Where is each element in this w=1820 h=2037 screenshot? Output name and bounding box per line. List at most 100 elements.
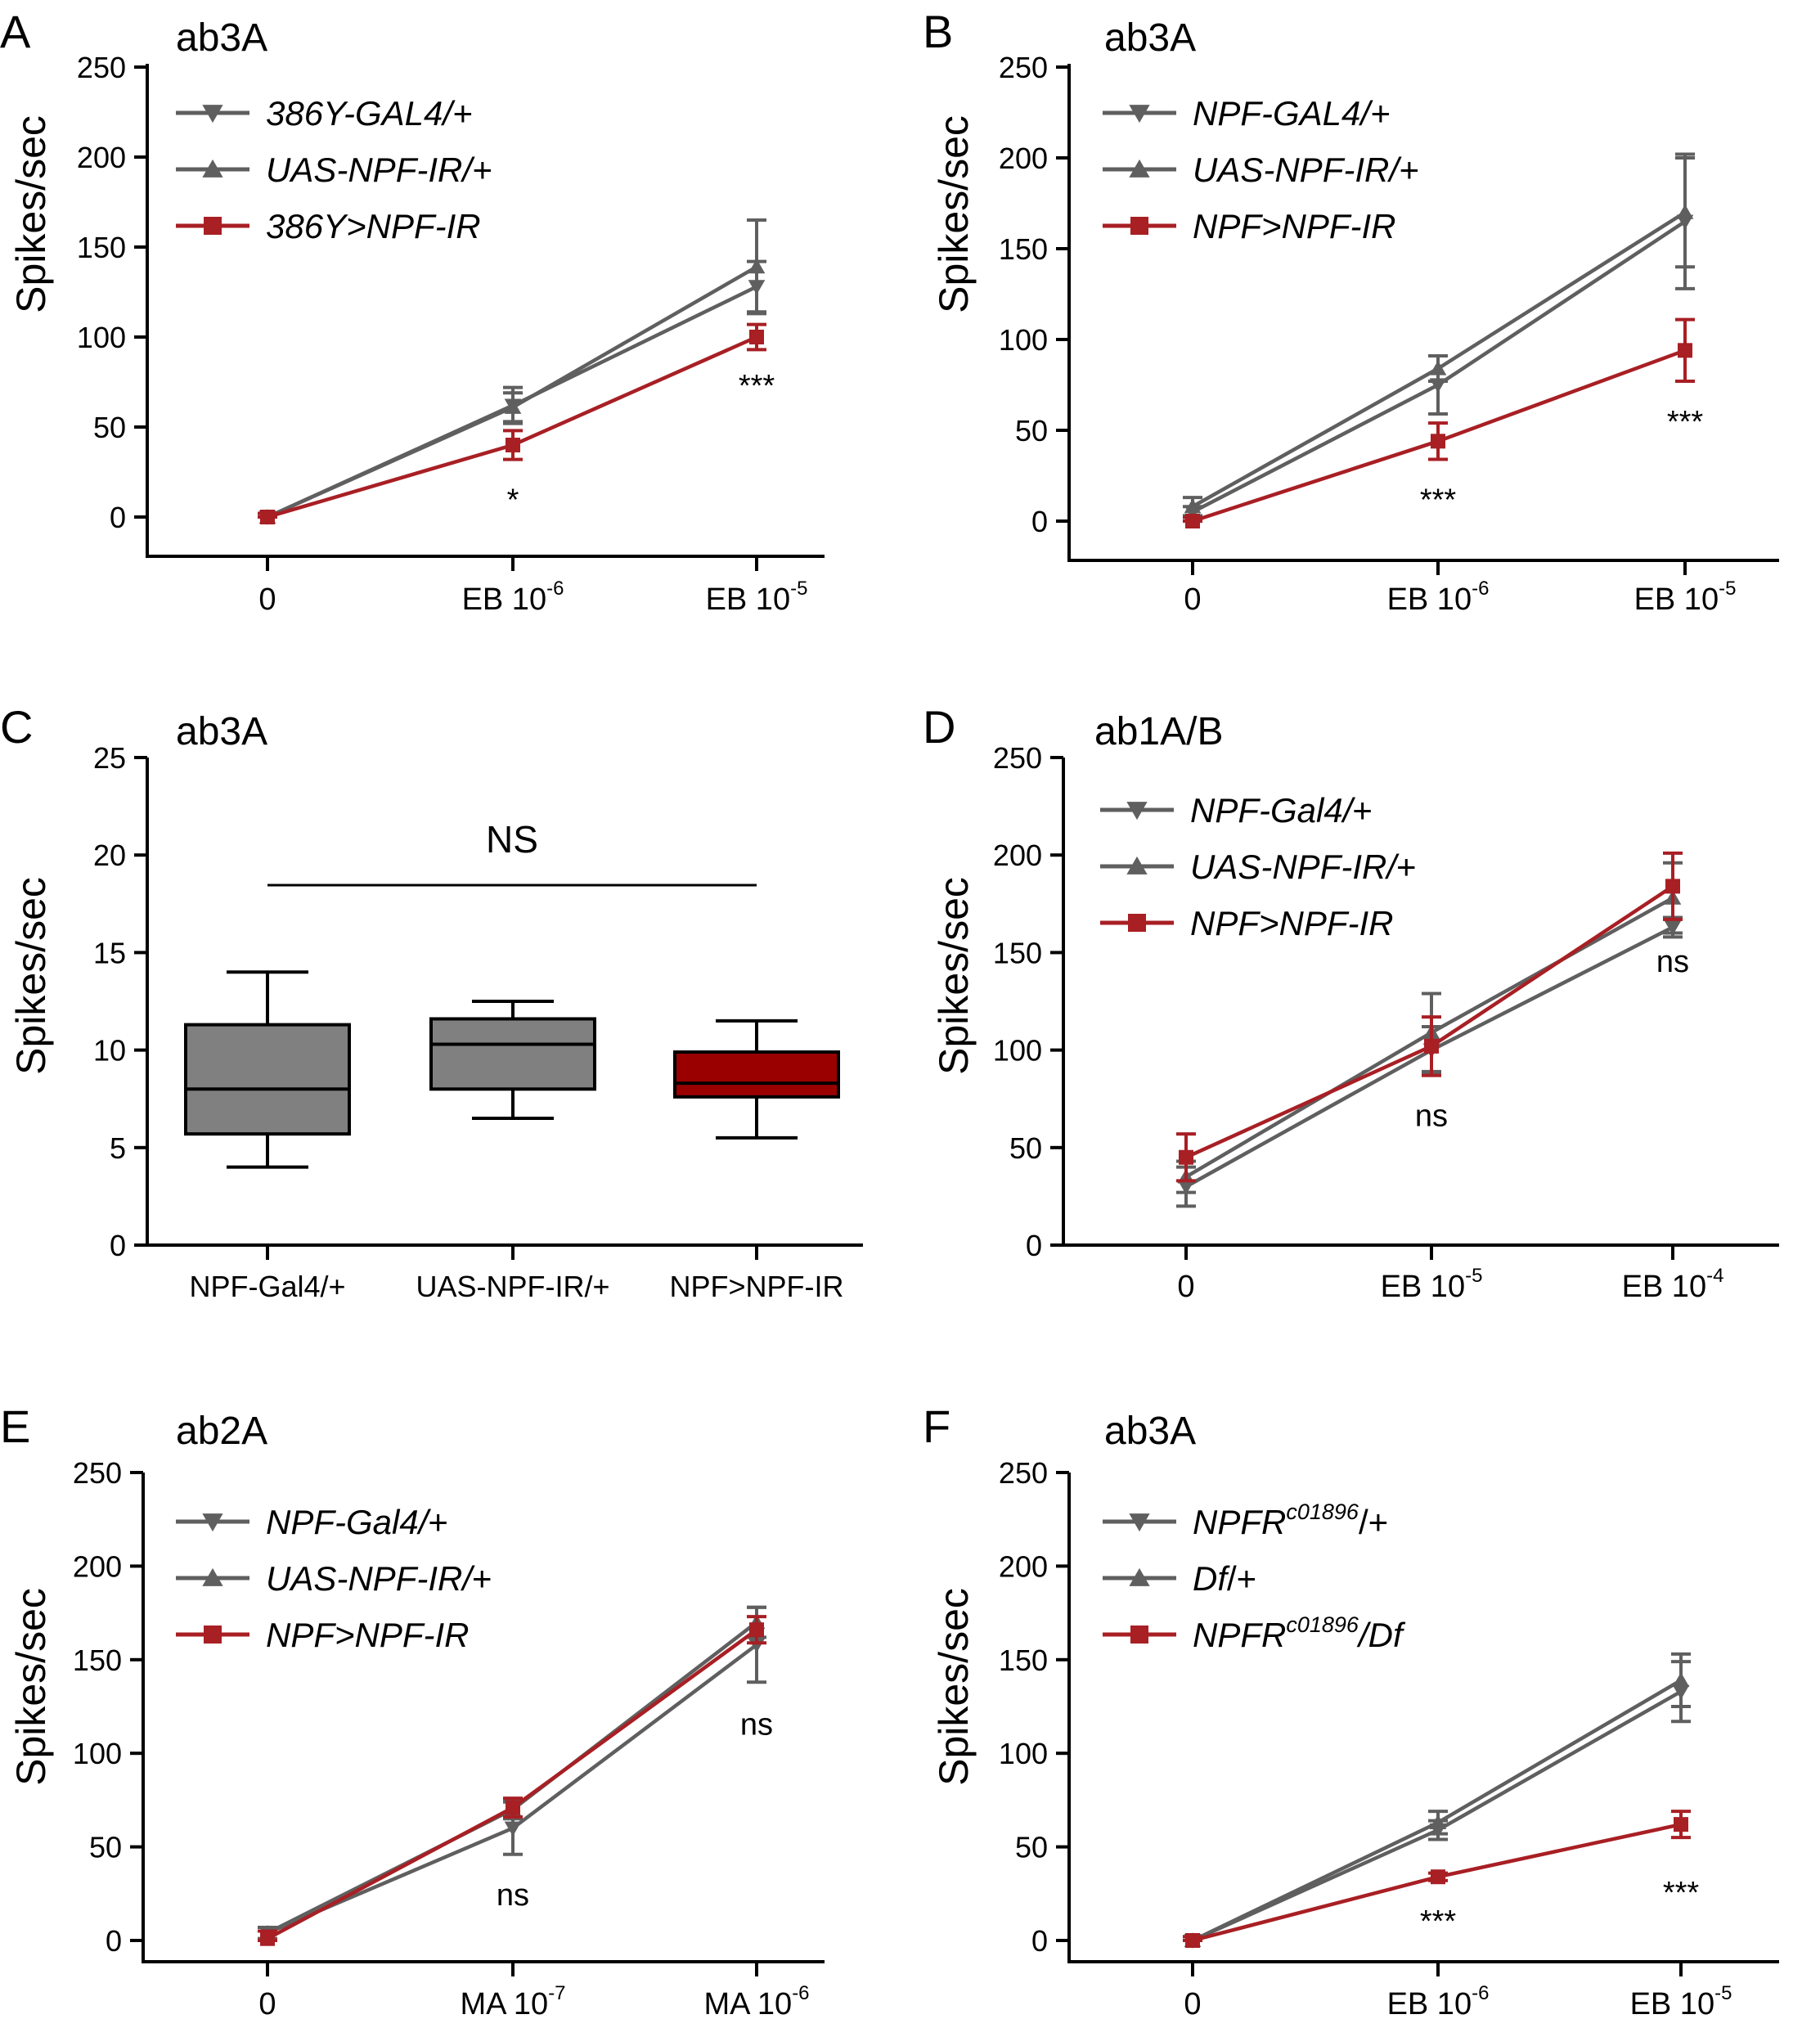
legend-label: NPFRc01896/Df [1193,1612,1406,1654]
significance-label: *** [1420,483,1457,518]
series-0 [1176,915,1683,1208]
series-1 [1183,1652,1691,1948]
legend-entry: NPF>NPF-IR [1103,207,1396,245]
x-tick-label: 0 [1184,582,1201,617]
panel-title: ab1A/B [1094,710,1223,753]
y-tick-label: 150 [73,1644,122,1677]
y-axis-label: Spikes/sec [8,877,54,1075]
legend-entry: UAS-NPF-IR/+ [176,151,492,189]
legend-label: NPF-Gal4/+ [266,1503,448,1541]
significance-label: ns [1415,1099,1448,1134]
legend-label: Df/+ [1193,1559,1256,1598]
data-point [1431,434,1445,449]
y-tick-label: 50 [1015,1831,1048,1864]
significance-label: *** [1667,405,1704,439]
significance-label: ns [1656,945,1689,979]
data-point [1429,360,1447,375]
legend-entry: NPFRc01896/+ [1103,1500,1388,1541]
y-tick-label: 0 [110,1229,126,1262]
data-point [506,438,520,452]
y-tick-label: 200 [73,1549,122,1583]
box-plot [673,1019,840,1140]
legend-marker [1129,1513,1150,1532]
panel-letter: D [923,701,955,753]
y-tick-label: 0 [1031,505,1048,538]
data-point [749,330,764,344]
y-tick-label: 0 [110,501,126,534]
panel-title: ab3A [176,16,267,60]
y-tick-label: 50 [93,411,126,444]
data-point [1431,1869,1445,1885]
y-tick-label: 150 [999,1644,1048,1677]
data-point [1665,879,1680,894]
x-tick-label: 0 [258,582,276,617]
panel-title: ab3A [1104,1410,1196,1453]
data-point [1179,1149,1193,1165]
x-tick-label: MA 10-6 [703,1982,809,2021]
legend-marker [1129,105,1150,124]
y-tick-label: 20 [93,839,126,872]
data-point [506,1800,520,1815]
panel-letter: E [0,1401,30,1452]
data-point [260,1931,275,1946]
data-point [1429,1814,1447,1829]
x-tick-label: EB 10-5 [706,578,808,617]
x-tick-label: NPF>NPF-IR [669,1270,843,1303]
y-tick-label: 200 [993,839,1042,872]
legend-marker [1128,914,1146,932]
data-point [749,1622,764,1638]
y-axis-label: Spikes/sec [8,1588,54,1786]
legend-label: NPF>NPF-IR [1190,904,1394,942]
legend-entry: NPF-GAL4/+ [1103,94,1391,133]
significance-label: ns [497,1878,529,1913]
legend-entry: Df/+ [1103,1559,1256,1598]
data-point [748,259,766,274]
legend-entry: NPFRc01896/Df [1103,1612,1406,1654]
series-1 [1183,156,1695,518]
legend-entry: 386Y-GAL4/+ [176,94,473,133]
x-tick-label: EB 10-6 [1387,578,1490,617]
x-tick-label: NPF-Gal4/+ [189,1270,345,1303]
y-tick-label: 250 [993,741,1042,775]
y-tick-label: 250 [77,51,126,84]
legend-entry: NPF>NPF-IR [176,1616,470,1654]
legend-marker [204,217,222,235]
legend-label: UAS-NPF-IR/+ [266,151,492,189]
legend-marker [202,1567,223,1586]
legend-entry: UAS-NPF-IR/+ [1100,848,1417,886]
legend-marker [1130,1626,1148,1644]
data-point [504,398,522,414]
panel-letter: B [923,6,953,57]
legend-label: NPF-Gal4/+ [1190,791,1373,830]
legend-entry: NPF-Gal4/+ [1100,791,1373,830]
y-tick-label: 200 [77,141,126,174]
significance-label: * [507,483,519,518]
x-tick-label: EB 10-4 [1622,1265,1724,1304]
data-point [1184,498,1202,514]
y-tick-label: 50 [89,1831,122,1864]
box-iqr [673,1050,840,1099]
legend-label: NPFRc01896/+ [1193,1500,1388,1541]
y-tick-label: 200 [999,142,1048,175]
y-tick-label: 150 [77,231,126,264]
x-tick-label: MA 10-7 [460,1982,565,2021]
y-tick-label: 250 [999,51,1048,84]
box-plot [184,970,351,1169]
y-tick-label: 200 [999,1549,1048,1583]
x-tick-label: EB 10-6 [1387,1982,1490,2021]
data-point [1185,514,1200,528]
y-tick-label: 100 [999,323,1048,357]
legend-marker [1130,217,1148,235]
legend-entry: UAS-NPF-IR/+ [176,1559,492,1598]
data-point [1676,204,1694,219]
significance-label: *** [739,369,775,403]
panel-letter: C [0,701,33,753]
x-tick-label: 0 [1184,1987,1201,2021]
y-tick-label: 10 [93,1034,126,1068]
y-tick-label: 100 [73,1737,122,1770]
series-1 [258,218,766,524]
legend-label: UAS-NPF-IR/+ [266,1559,492,1598]
y-tick-label: 50 [1009,1131,1042,1165]
